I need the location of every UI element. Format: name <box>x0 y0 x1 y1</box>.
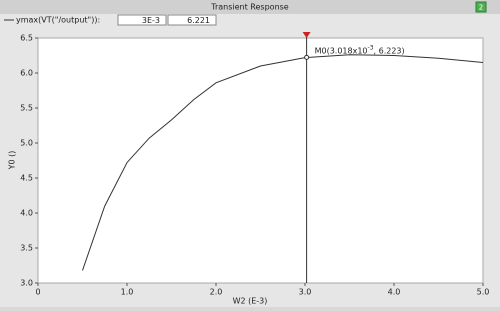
legend-label: ymax(VT("/output")): <box>16 16 100 25</box>
plot-area <box>37 37 484 284</box>
window-badge[interactable]: 2 <box>479 4 483 12</box>
series-line <box>82 54 484 271</box>
marker-label-suffix: , 6.223) <box>374 46 405 55</box>
y-tick-label: 5.0 <box>20 139 33 148</box>
legend-field-value: 3E-3 <box>142 16 160 25</box>
y-tick-label: 5.5 <box>20 104 33 113</box>
x-tick-label: 4.0 <box>388 288 401 297</box>
x-tick-label: 1.0 <box>121 288 134 297</box>
legend-field-value: 6.221 <box>187 16 210 25</box>
marker-flag <box>302 32 311 38</box>
x-axis-label: W2 (E-3) <box>233 297 268 306</box>
legend-field <box>117 14 167 26</box>
x-tick-label: 3.0 <box>299 288 312 297</box>
y-tick-label: 4.5 <box>20 174 33 183</box>
y-tick-label: 3.0 <box>20 279 33 288</box>
x-tick-label: 5.0 <box>477 288 490 297</box>
y-tick-label: 4.0 <box>20 209 33 218</box>
title-bar <box>0 0 500 14</box>
y-axis-label: Y0 () <box>8 151 17 171</box>
marker-label: M0(3.018x10-3, 6.223) <box>315 44 405 55</box>
chart-title: Transient Response <box>210 3 289 12</box>
x-tick-label: 2.0 <box>210 288 223 297</box>
marker-label-exponent: -3 <box>368 44 374 51</box>
marker-label-prefix: M0(3.018x10 <box>315 46 368 55</box>
legend-field <box>167 14 217 26</box>
marker-point <box>304 54 310 60</box>
x-tick-label: 0 <box>35 288 40 297</box>
y-tick-label: 6.5 <box>20 34 33 43</box>
y-tick-label: 6.0 <box>20 69 33 78</box>
y-tick-label: 3.5 <box>20 244 33 253</box>
window-badge-box[interactable] <box>475 1 487 13</box>
